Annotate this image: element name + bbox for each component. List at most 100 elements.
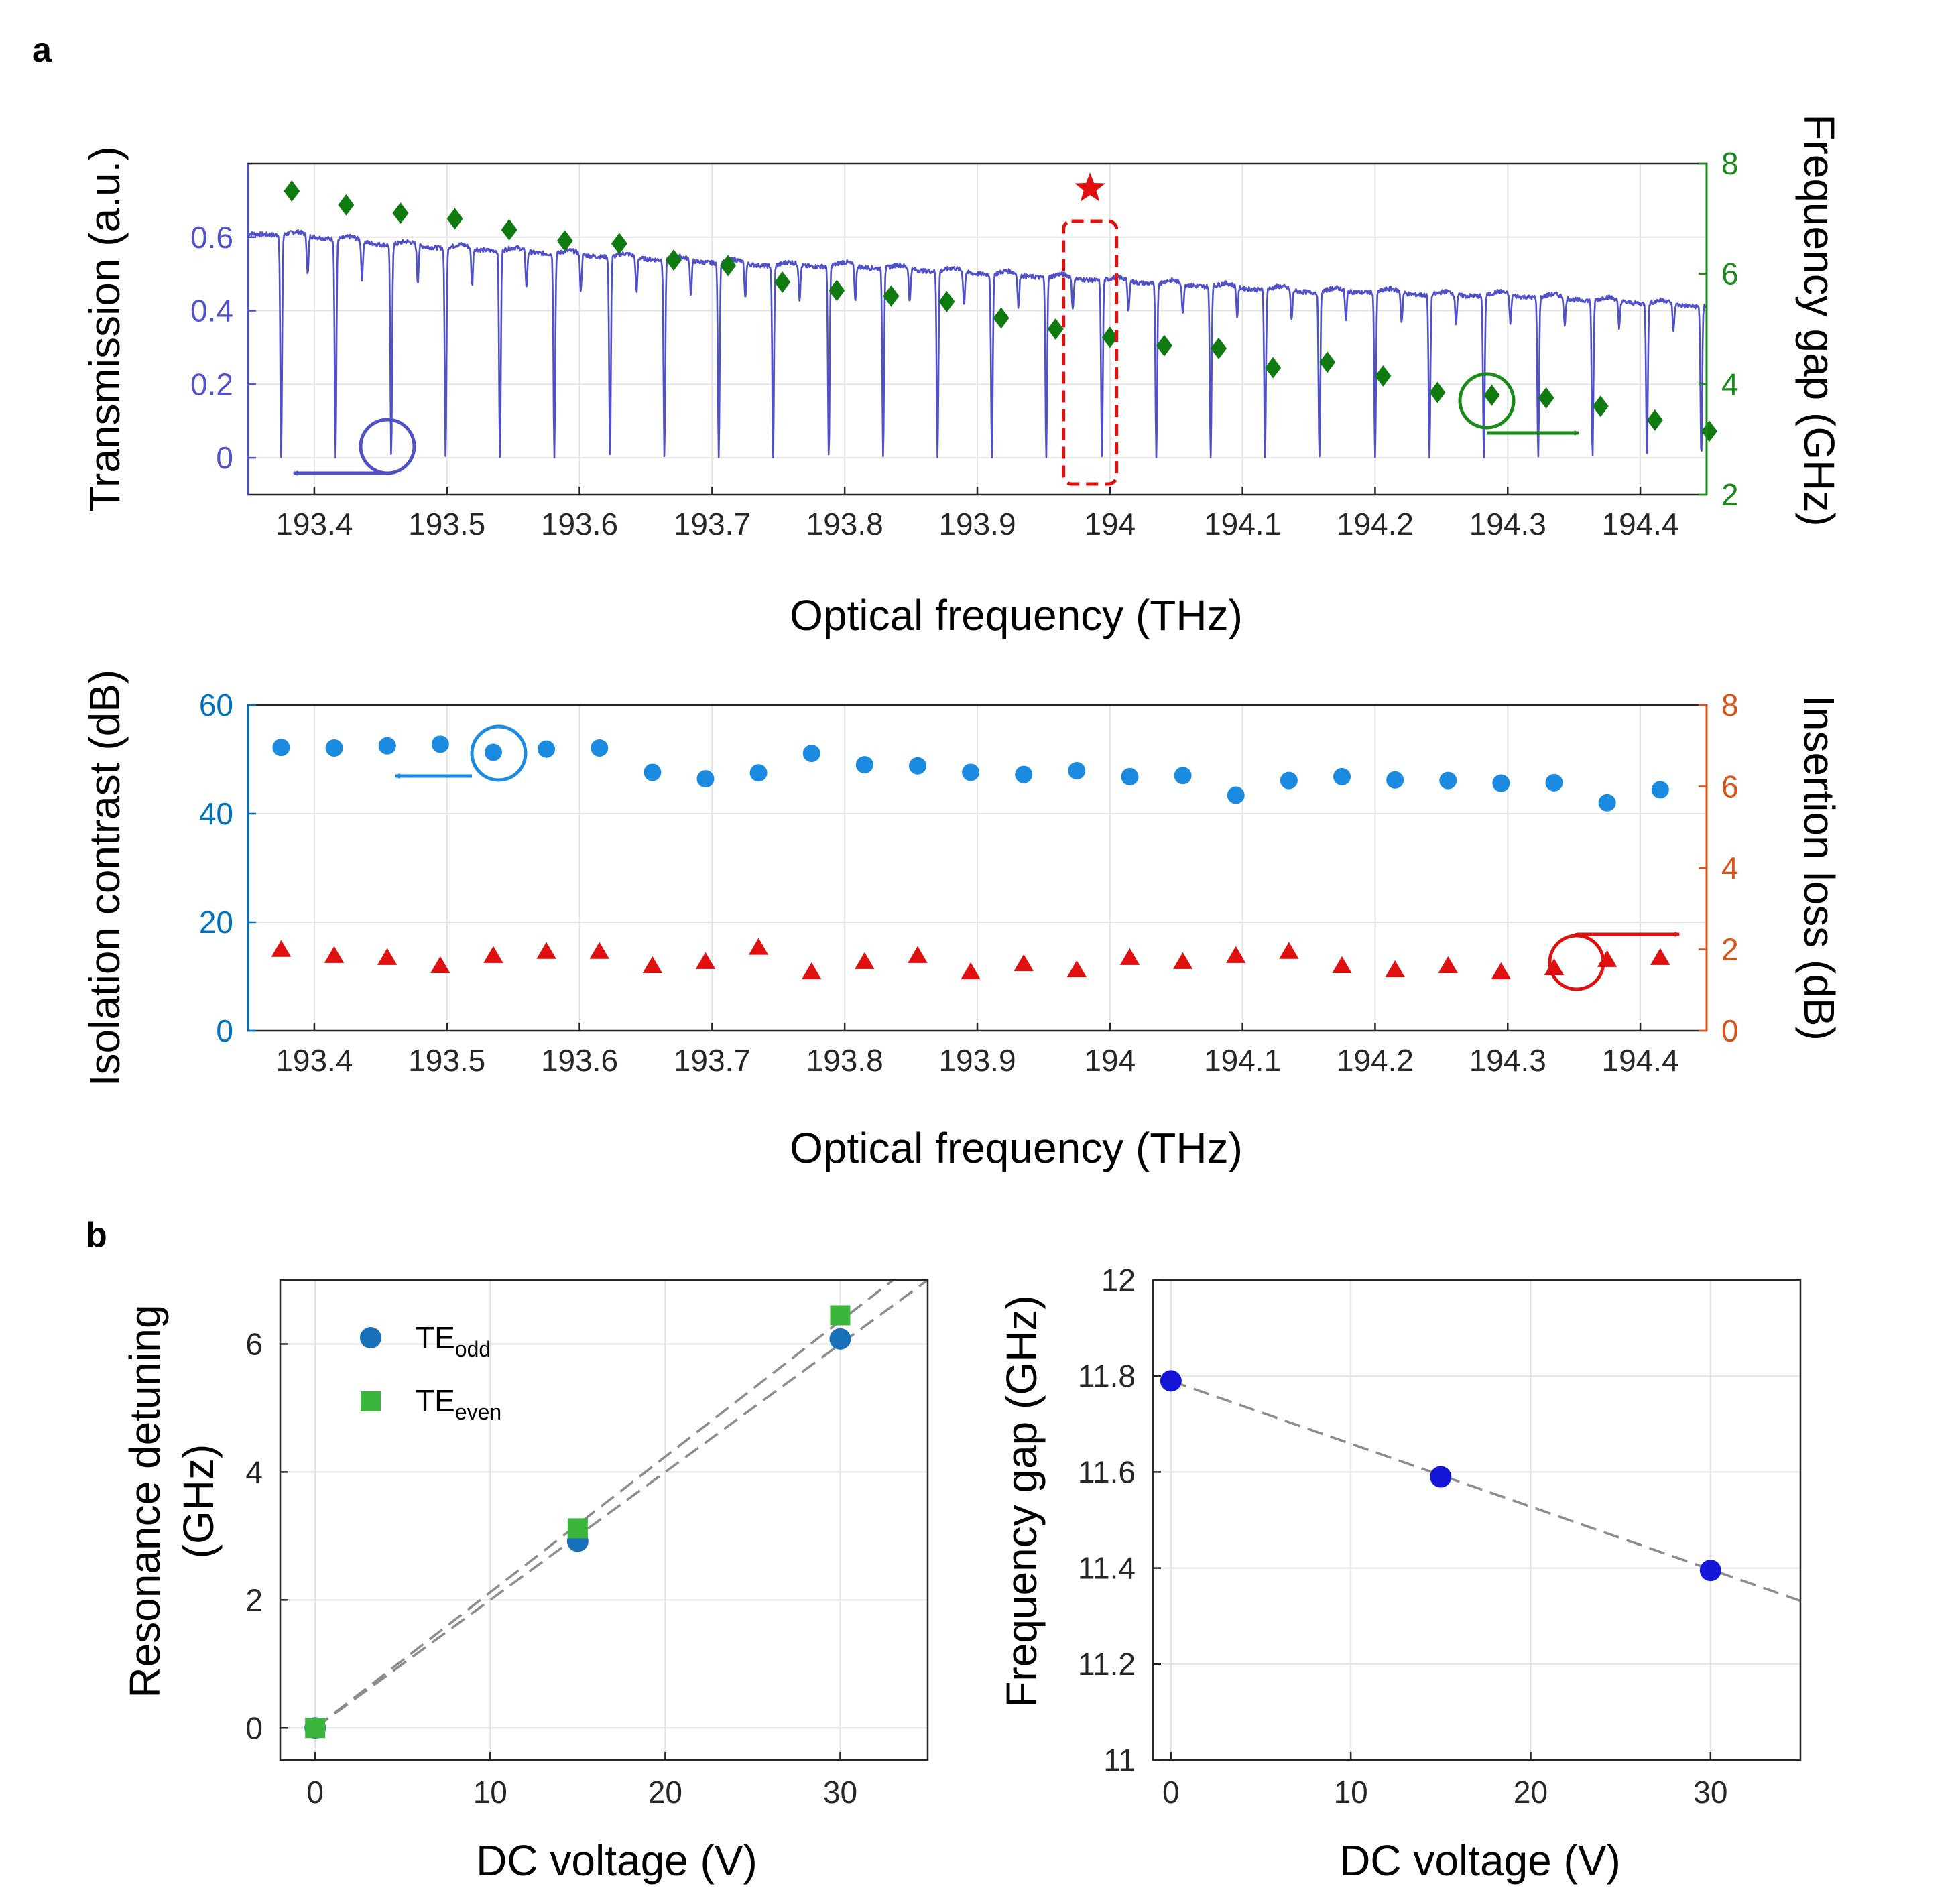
freq-gap-point xyxy=(1592,395,1609,418)
isolation-point xyxy=(1280,771,1298,790)
insertion-point xyxy=(642,956,663,973)
x-tick-label: 194 xyxy=(1084,507,1136,542)
x-tick-label: 193.9 xyxy=(938,507,1016,542)
isolation-point xyxy=(1439,771,1457,790)
x-tick-label: 30 xyxy=(823,1775,857,1810)
isolation-point xyxy=(1651,781,1669,799)
fit-line xyxy=(314,1279,894,1729)
gap-voltage-chart: 0 10 20 30 11 11.2 11.4 11.6 11.8 12 DC voltage (… xyxy=(997,1263,1802,1885)
b-left-ylabel-line2: (GHz) xyxy=(174,1444,223,1559)
axis-ticks: 0 10 20 30 11 11.2 11.4 11.6 11.8 12 xyxy=(1078,1263,1728,1810)
freq-gap-point xyxy=(1701,420,1717,442)
insertion-point xyxy=(1014,954,1034,971)
freq-gap-point xyxy=(1429,381,1446,403)
axis-ticks: 193.4 193.5 193.6 193.7 193.8 193.9 194 194.1 19… xyxy=(190,146,1739,542)
insertion-point xyxy=(1279,942,1299,959)
y-tick-label-left: 0.2 xyxy=(190,367,233,401)
y-tick-label-left: 0.4 xyxy=(190,294,233,328)
isolation-point xyxy=(1174,767,1192,785)
a-bot-ylabel-right: Insertion loss (dB) xyxy=(1795,695,1843,1041)
y-tick-label-right: 4 xyxy=(1721,367,1739,401)
x-tick-label: 194.4 xyxy=(1602,507,1679,542)
x-tick-label: 194.1 xyxy=(1204,1043,1281,1078)
freq-gap-point xyxy=(611,233,627,255)
insertion-point xyxy=(271,940,292,957)
x-tick-label: 10 xyxy=(473,1775,507,1810)
insertion-series-marker-circle xyxy=(1548,934,1605,991)
a-bot-xlabel: Optical frequency (THz) xyxy=(790,1124,1243,1172)
insertion-point xyxy=(695,952,716,969)
gap-points xyxy=(1160,1370,1721,1582)
y-tick-label: 11.4 xyxy=(1078,1551,1136,1586)
freq-gap-point xyxy=(1101,326,1118,349)
y-tick-label: 11 xyxy=(1103,1743,1136,1777)
x-tick-label: 193.6 xyxy=(541,507,618,542)
x-tick-label: 193.4 xyxy=(275,507,353,542)
freq-gap-point xyxy=(1211,337,1227,359)
insertion-point xyxy=(908,946,928,963)
x-tick-label: 194.3 xyxy=(1469,1043,1546,1078)
b-right-xlabel: DC voltage (V) xyxy=(1339,1836,1621,1885)
transmission-chart: 193.4 193.5 193.6 193.7 193.8 193.9 194 194.1 19… xyxy=(80,114,1843,639)
te-even-point xyxy=(830,1305,851,1326)
x-tick-label: 194.1 xyxy=(1204,507,1281,542)
y-tick-label: 0 xyxy=(245,1710,263,1745)
insertion-point xyxy=(961,962,981,980)
x-tick-label: 193.8 xyxy=(806,507,883,542)
isolation-point xyxy=(644,763,662,781)
freq-gap-point xyxy=(1265,357,1282,379)
insertion-point xyxy=(1544,958,1565,976)
insertion-point xyxy=(855,952,875,969)
freq-gap-point xyxy=(1646,409,1663,431)
y-tick-label-right: 8 xyxy=(1721,688,1739,722)
plot-frame xyxy=(1152,1279,1802,1761)
legend: TEodd TEeven xyxy=(360,1320,501,1424)
x-tick-label: 193.4 xyxy=(275,1043,353,1078)
freq-gap-point xyxy=(774,271,791,294)
grid xyxy=(248,164,1707,495)
insertion-point xyxy=(589,942,609,959)
insertion-point xyxy=(1438,956,1458,973)
x-tick-label: 193.8 xyxy=(806,1043,883,1078)
isolation-point xyxy=(749,764,768,782)
y-tick-label-left: 20 xyxy=(199,905,233,940)
isolation-point xyxy=(431,735,449,753)
y-tick-label-right: 8 xyxy=(1721,146,1739,181)
insertion-point xyxy=(1172,952,1193,969)
isolation-point xyxy=(484,743,502,761)
insertion-point xyxy=(1226,946,1246,963)
y-tick-label: 4 xyxy=(245,1454,263,1489)
a-top-ylabel-right: Frequency gap (GHz) xyxy=(1795,114,1843,526)
axis-ticks: 193.4 193.5 193.6 193.7 193.8 193.9 194 194.1 19… xyxy=(199,688,1739,1078)
y-tick-label-right: 2 xyxy=(1721,477,1739,512)
isolation-point xyxy=(378,737,396,755)
legend-te-even-marker xyxy=(361,1391,381,1411)
fit-line xyxy=(314,1279,929,1729)
isolation-point xyxy=(1333,767,1351,785)
gap-point xyxy=(1160,1370,1182,1392)
gap-point xyxy=(1699,1560,1721,1582)
x-tick-label: 20 xyxy=(1514,1775,1548,1810)
b-left-xlabel: DC voltage (V) xyxy=(476,1836,757,1885)
isolation-point xyxy=(802,745,820,763)
isolation-point xyxy=(1545,773,1563,792)
x-tick-label: 10 xyxy=(1334,1775,1368,1810)
freq-gap-point xyxy=(501,218,517,241)
freq-gap-point xyxy=(1483,384,1500,406)
y-tick-label-right: 6 xyxy=(1721,769,1739,804)
insertion-point xyxy=(1066,960,1087,978)
y-tick-label-left: 0 xyxy=(216,1013,233,1048)
a-bot-ylabel-left: Isolation contrast (dB) xyxy=(80,670,129,1087)
y-tick-label: 11.8 xyxy=(1078,1359,1136,1393)
plot-frame xyxy=(279,1279,929,1761)
isolation-point xyxy=(272,739,290,757)
a-top-xlabel: Optical frequency (THz) xyxy=(790,591,1243,639)
isolation-series xyxy=(272,735,1669,812)
insertion-point xyxy=(377,948,397,965)
grid xyxy=(1153,1279,1800,1761)
insertion-series xyxy=(271,938,1670,980)
y-tick-label-left: 0 xyxy=(216,440,233,475)
isolation-point xyxy=(538,740,556,758)
freq-gap-point xyxy=(284,180,300,202)
